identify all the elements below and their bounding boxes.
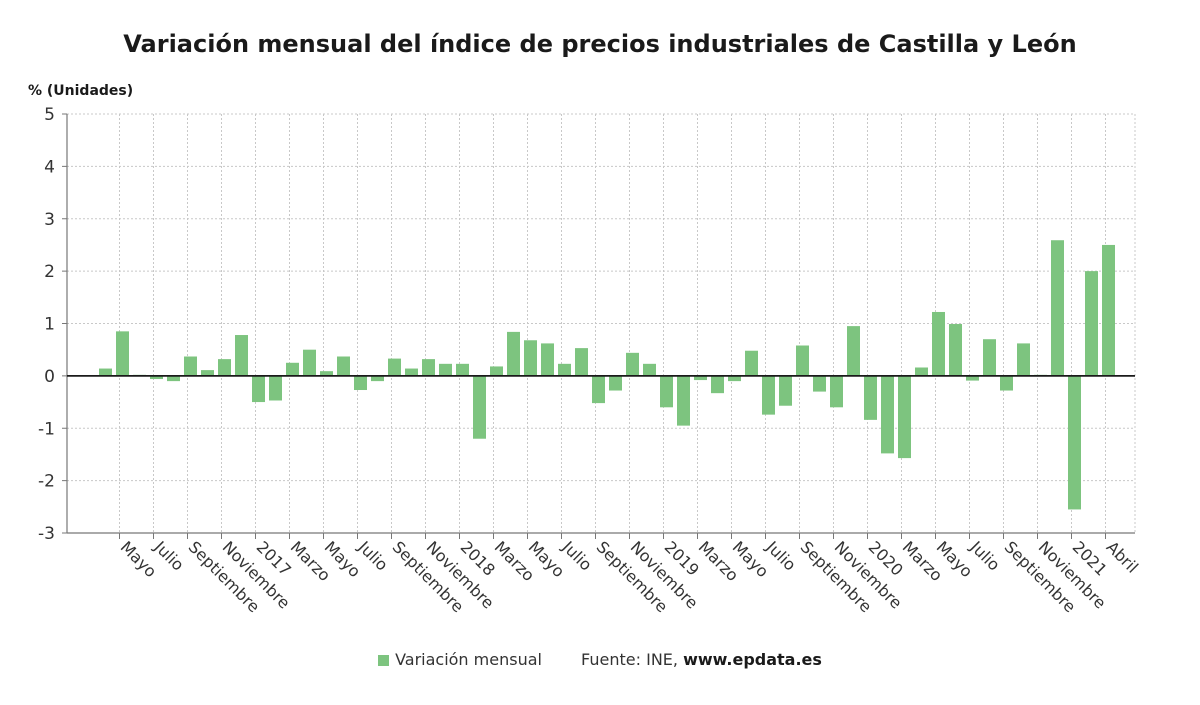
bar bbox=[1051, 240, 1064, 376]
bar bbox=[779, 375, 792, 406]
bar bbox=[1000, 375, 1013, 391]
y-tick-label: 2 bbox=[44, 262, 55, 282]
bar bbox=[796, 345, 809, 376]
bar bbox=[218, 359, 231, 376]
bar bbox=[881, 375, 894, 454]
y-tick-label: -1 bbox=[38, 419, 55, 439]
bar bbox=[371, 375, 384, 382]
bar bbox=[116, 331, 129, 376]
bar bbox=[524, 340, 537, 376]
bar bbox=[966, 375, 979, 381]
bar bbox=[660, 375, 673, 408]
bar bbox=[915, 367, 928, 376]
bar bbox=[388, 358, 401, 376]
bar bbox=[354, 375, 367, 391]
chart-title: Variación mensual del índice de precios … bbox=[123, 30, 1077, 58]
y-tick-label: 0 bbox=[44, 367, 55, 387]
y-tick-label: -2 bbox=[38, 472, 55, 492]
bar bbox=[99, 368, 112, 376]
y-tick-label: 4 bbox=[44, 157, 55, 177]
bar bbox=[507, 331, 520, 376]
x-tick-label: Mayo bbox=[117, 537, 161, 581]
source-site: www.epdata.es bbox=[683, 650, 822, 669]
bar bbox=[830, 375, 843, 408]
bar bbox=[813, 375, 826, 392]
bar bbox=[320, 371, 333, 376]
bar bbox=[473, 375, 486, 439]
bar bbox=[558, 363, 571, 376]
legend-swatch bbox=[378, 655, 390, 666]
bar bbox=[405, 368, 418, 376]
bar bbox=[439, 363, 452, 376]
bar bbox=[694, 375, 707, 381]
bar bbox=[541, 343, 554, 376]
source-prefix: Fuente: INE, bbox=[581, 650, 678, 669]
bar bbox=[983, 339, 996, 376]
bar bbox=[643, 363, 656, 376]
bar bbox=[1102, 244, 1115, 376]
bar bbox=[762, 375, 775, 415]
y-tick-label: 3 bbox=[44, 210, 55, 230]
bar bbox=[745, 350, 758, 376]
bar bbox=[898, 375, 911, 459]
bar bbox=[626, 352, 639, 376]
bar bbox=[864, 375, 877, 420]
legend: Variación mensual Fuente: INE, www.epdat… bbox=[0, 650, 1200, 669]
bar bbox=[303, 349, 316, 376]
bar bbox=[711, 375, 724, 394]
legend-series-label: Variación mensual bbox=[395, 650, 542, 669]
bar bbox=[201, 370, 214, 376]
bar bbox=[609, 375, 622, 391]
bar bbox=[932, 311, 945, 376]
x-tick-label: Abril bbox=[1103, 537, 1142, 576]
bar bbox=[184, 356, 197, 376]
bar bbox=[490, 366, 503, 376]
bar bbox=[728, 375, 741, 382]
bar bbox=[167, 375, 180, 382]
y-tick-label: -3 bbox=[38, 524, 55, 544]
y-tick-label: 5 bbox=[44, 105, 55, 125]
bar bbox=[949, 324, 962, 376]
y-tick-label: 1 bbox=[44, 315, 55, 335]
bar bbox=[1017, 343, 1030, 376]
bar bbox=[456, 363, 469, 376]
bar bbox=[150, 375, 163, 380]
bar bbox=[575, 348, 588, 376]
bar bbox=[235, 335, 248, 376]
bar bbox=[337, 356, 350, 376]
bar bbox=[286, 362, 299, 376]
y-axis-unit-label: % (Unidades) bbox=[28, 83, 134, 99]
bar bbox=[847, 326, 860, 376]
bar bbox=[592, 375, 605, 404]
bar bbox=[1068, 375, 1081, 510]
bar bbox=[677, 375, 690, 426]
source-note: Fuente: INE, www.epdata.es bbox=[581, 650, 822, 669]
bar bbox=[422, 359, 435, 376]
bar bbox=[1085, 271, 1098, 376]
bar bbox=[269, 375, 282, 401]
bar bbox=[252, 375, 265, 403]
